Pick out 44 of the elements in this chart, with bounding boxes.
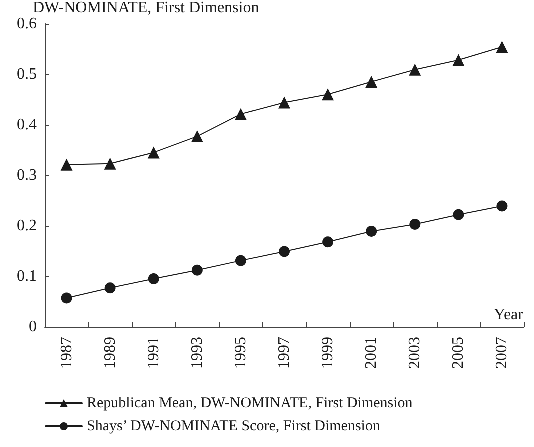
- point: [148, 146, 160, 159]
- point: [366, 76, 378, 88]
- x-tick-label: 2003: [406, 337, 424, 369]
- y-tick-label: 0.6: [17, 15, 37, 32]
- point: [61, 292, 72, 304]
- point: [192, 264, 203, 276]
- point: [234, 108, 247, 120]
- point: [104, 282, 116, 294]
- legend-label: Republican Mean, DW-NOMINATE, First Dimension: [87, 396, 414, 412]
- x-tick-label: 1993: [188, 337, 206, 369]
- point: [496, 41, 508, 54]
- x-axis-title: Year: [494, 306, 524, 324]
- point: [366, 226, 378, 238]
- point: [453, 209, 464, 220]
- x-tick-label: 2007: [494, 337, 511, 369]
- point: [452, 54, 465, 66]
- x-tick-label: 1997: [276, 337, 293, 369]
- point: [104, 158, 116, 170]
- point: [496, 200, 508, 212]
- point: [279, 246, 290, 258]
- x-tick-label: 2005: [450, 337, 468, 369]
- point: [322, 88, 334, 101]
- y-axis-title: DW-NOMINATE, First Dimension: [33, 0, 260, 16]
- point: [322, 236, 334, 248]
- point: [235, 255, 246, 266]
- y-tick-label: 0.5: [17, 66, 37, 83]
- x-tick-label: 1999: [320, 337, 337, 369]
- point: [410, 218, 421, 230]
- x-tick-label: 1991: [145, 337, 162, 369]
- x-tick-label: 1987: [58, 337, 76, 369]
- y-tick-label: 0.2: [17, 217, 37, 234]
- point: [278, 96, 290, 109]
- y-tick-label: 0.1: [17, 268, 37, 285]
- x-tick-label: 2001: [363, 337, 380, 369]
- y-tick-label: 0.4: [17, 116, 37, 134]
- legend-label: Shays’ DW-NOMINATE Score, First Dimension: [87, 418, 381, 434]
- point: [60, 158, 73, 171]
- y-tick-label: 0.3: [17, 166, 37, 184]
- point: [191, 130, 204, 143]
- y-tick-label: 0: [29, 318, 37, 336]
- point: [148, 274, 160, 285]
- x-tick-label: 1989: [102, 337, 119, 369]
- x-tick-label: 1995: [232, 337, 250, 369]
- point: [409, 64, 422, 76]
